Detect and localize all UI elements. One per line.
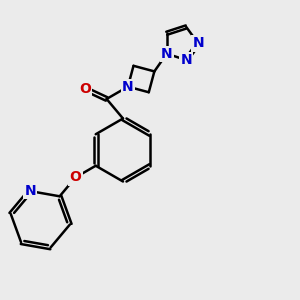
Text: N: N (122, 80, 134, 94)
Text: N: N (180, 53, 192, 67)
Text: N: N (192, 37, 204, 50)
Text: O: O (70, 170, 81, 184)
Text: N: N (24, 184, 36, 198)
Text: O: O (80, 82, 91, 96)
Text: N: N (161, 47, 172, 61)
